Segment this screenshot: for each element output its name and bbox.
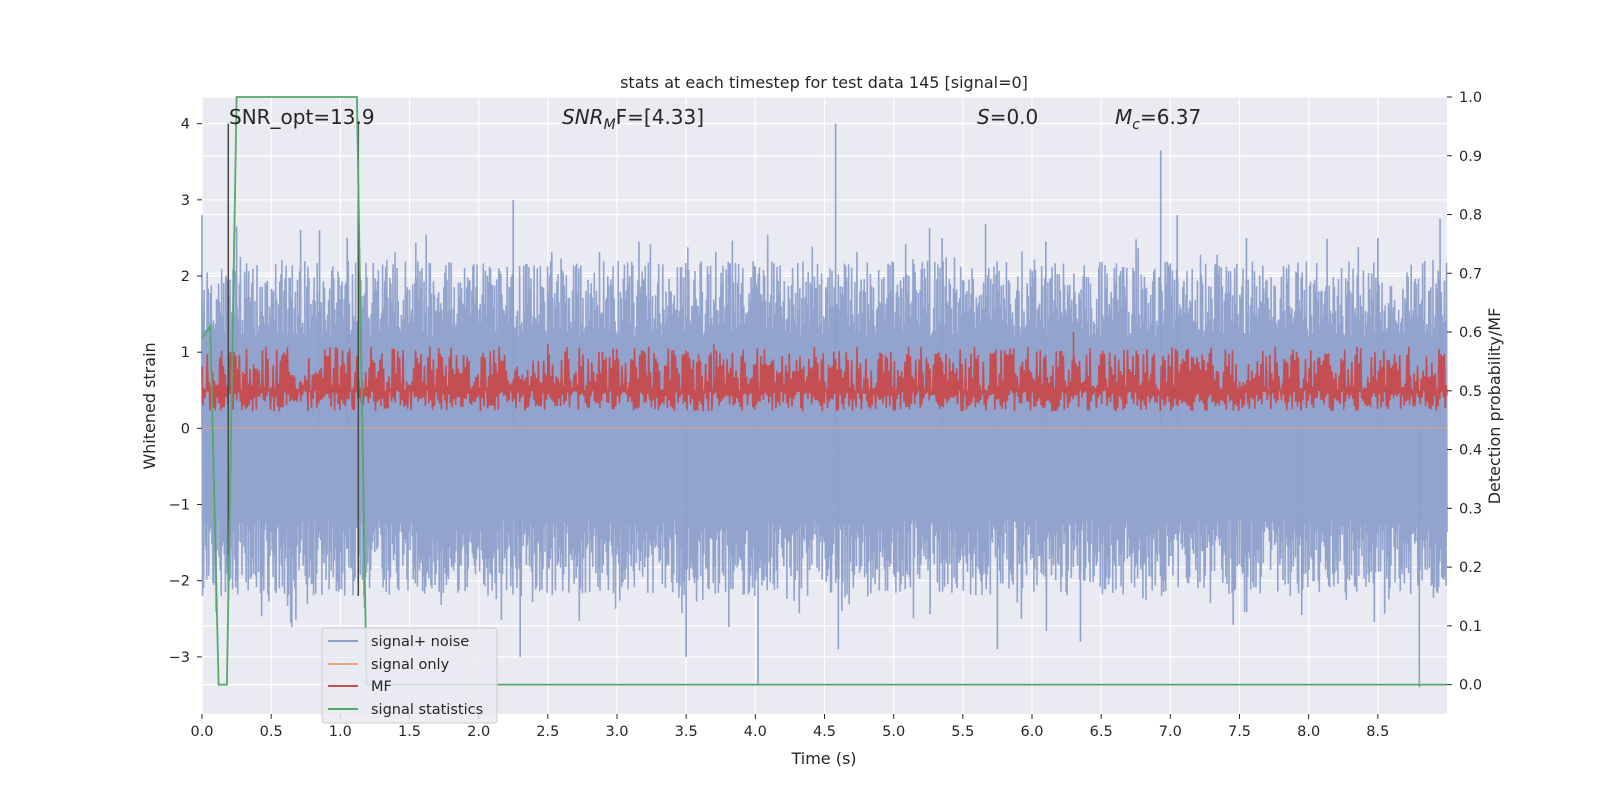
annotation-mc: Mc=6.37	[1115, 105, 1201, 133]
x-tick-label: 0.5	[260, 724, 283, 740]
series-mf	[201, 332, 1448, 412]
y-right-tick-label: 0.6	[1459, 325, 1482, 341]
x-tick-label: 4.5	[813, 724, 836, 740]
legend-label-signal-statistics: signal statistics	[371, 702, 483, 718]
legend-label-signal-only: signal only	[371, 657, 450, 673]
x-tick-label: 5.5	[951, 724, 974, 740]
y-axis-ticks: 4 3 2 1 0 −1 −2 −3	[169, 117, 202, 666]
annotation-snr-mf: SNRMF=[4.33]	[562, 105, 704, 133]
x-tick-label: 1.5	[398, 724, 421, 740]
x-tick-label: 6.0	[1020, 724, 1043, 740]
chart-title: stats at each timestep for test data 145…	[620, 73, 1028, 92]
legend-box	[321, 627, 498, 724]
x-tick-label: 3.0	[605, 724, 628, 740]
y-right-tick-label: 1.0	[1459, 90, 1482, 106]
annotation-s-symbol: S	[977, 105, 990, 129]
x-tick-label: 5.0	[882, 724, 905, 740]
y-right-tick-label: 0.2	[1459, 560, 1482, 576]
y-tick-label: 1	[181, 345, 190, 361]
y-axis-label: Whitened strain	[140, 342, 159, 469]
x-tick-label: 1.0	[329, 724, 352, 740]
x-axis-ticks: 0.0 0.5 1.0 1.5 2.0 2.5 3.0 3.5 4.0 4.5 5.0 5.5 6.0 6…	[190, 714, 1389, 740]
y-right-tick-label: 0.5	[1459, 384, 1482, 400]
annotation-snr-mf-base: SNR	[562, 105, 604, 129]
annotation-mc-value: =6.37	[1140, 105, 1201, 129]
annotation-s: S=0.0	[977, 105, 1038, 129]
y-right-tick-label: 0.7	[1459, 266, 1482, 282]
annotation-snr-mf-rest: F=[4.33]	[616, 105, 704, 129]
y-right-tick-label: 0.8	[1459, 208, 1482, 224]
x-tick-label: 4.0	[744, 724, 767, 740]
x-tick-label: 8.0	[1297, 724, 1320, 740]
y-right-axis-ticks: 1.0 0.9 0.8 0.7 0.6 0.5 0.4 0.3 0.2 0.1 0.0	[1447, 90, 1482, 694]
y-right-tick-label: 0.3	[1459, 501, 1482, 517]
noise-trace	[201, 223, 1448, 632]
y-tick-label: 4	[181, 117, 190, 133]
x-tick-label: 7.0	[1159, 724, 1182, 740]
x-tick-label: 6.5	[1090, 724, 1113, 740]
x-tick-label: 2.0	[467, 724, 490, 740]
x-tick-label: 2.5	[536, 724, 559, 740]
x-tick-label: 8.5	[1366, 724, 1389, 740]
annotation-mc-sub: c	[1132, 117, 1140, 133]
y-tick-label: 0	[181, 421, 190, 437]
legend: signal+ noise signal only MF signal stat…	[321, 627, 498, 724]
annotation-s-value: =0.0	[990, 105, 1039, 129]
y-right-tick-label: 0.4	[1459, 443, 1482, 459]
y-tick-label: −2	[169, 574, 190, 590]
legend-label-mf: MF	[371, 679, 392, 695]
y-right-axis-label: Detection probability/MF	[1485, 308, 1504, 505]
y-tick-label: 2	[181, 269, 190, 285]
y-tick-label: −1	[169, 498, 190, 514]
annotation-snr-mf-sub: M	[604, 117, 616, 133]
x-axis-label: Time (s)	[790, 749, 856, 768]
y-right-tick-label: 0.0	[1459, 678, 1482, 694]
y-tick-label: 3	[181, 193, 190, 209]
x-tick-label: 7.5	[1228, 724, 1251, 740]
mf-trace	[201, 346, 1448, 412]
y-right-tick-label: 0.1	[1459, 619, 1482, 635]
x-tick-label: 0.0	[190, 724, 213, 740]
annotation-mc-base: M	[1115, 105, 1132, 129]
annotation-snr-opt: SNR_opt=13.9	[229, 105, 375, 129]
y-right-tick-label: 0.9	[1459, 149, 1482, 165]
y-tick-label: −3	[169, 650, 190, 666]
legend-label-signal-plus-noise: signal+ noise	[371, 634, 469, 650]
x-tick-label: 3.5	[675, 724, 698, 740]
